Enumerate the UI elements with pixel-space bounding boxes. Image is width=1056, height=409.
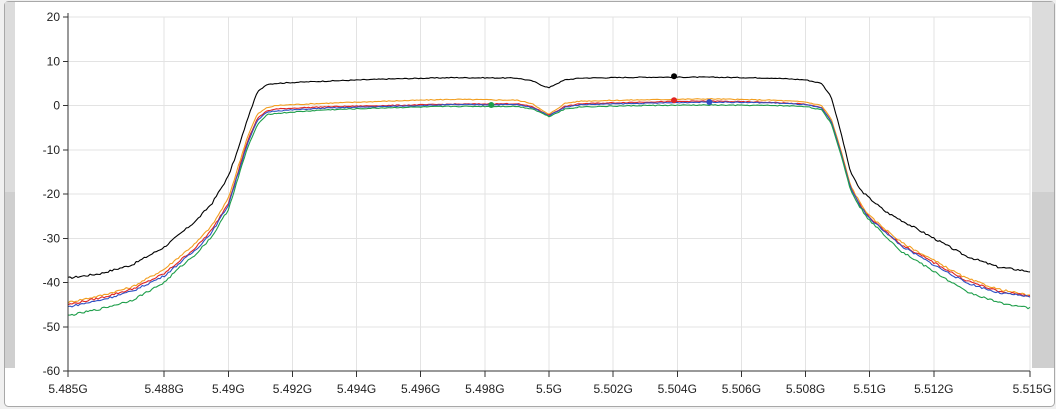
series-line: [67, 104, 1031, 316]
y-axis-ticks: 20 10 0 -10 -20 -30 -40 -50 -60: [43, 10, 68, 378]
x-tick-label: 5.492G: [273, 382, 312, 396]
x-tick-label: 5.485G: [48, 382, 87, 396]
y-tick-label: -40: [43, 276, 61, 290]
series-marker[interactable]: [706, 98, 713, 105]
x-tick-label: 5.494G: [337, 382, 376, 396]
x-tick-label: 5.506G: [722, 382, 761, 396]
y-tick-label: -50: [43, 320, 61, 334]
series-marker[interactable]: [671, 73, 678, 80]
x-tick-label: 5.504G: [658, 382, 697, 396]
y-tick-label: 20: [47, 10, 61, 24]
x-tick-label: 5.496G: [401, 382, 440, 396]
x-tick-label: 5.508G: [786, 382, 825, 396]
y-tick-label: -20: [43, 187, 61, 201]
right-scroll-strip[interactable]: [1032, 2, 1054, 192]
y-tick-label: -60: [43, 364, 61, 378]
series-group: [67, 76, 1031, 316]
left-scroll-strip[interactable]: [5, 2, 15, 192]
left-scroll-strip-lower[interactable]: [5, 192, 15, 368]
y-tick-label: 0: [53, 99, 60, 113]
x-tick-label: 5.502G: [593, 382, 632, 396]
y-tick-label: -30: [43, 231, 61, 245]
x-tick-label: 5.515G: [1013, 382, 1052, 396]
y-tick-label: 10: [47, 54, 61, 68]
x-tick-label: 5.5G: [536, 382, 562, 396]
series-line: [67, 76, 1031, 279]
series-marker[interactable]: [671, 97, 678, 104]
series-line: [67, 101, 1031, 308]
right-scroll-strip-lower[interactable]: [1032, 192, 1054, 368]
x-axis-ticks: 5.485G 5.488G 5.49G 5.492G 5.494G 5.496G 5.498…: [48, 371, 1052, 396]
x-tick-label: 5.49G: [212, 382, 245, 396]
series-line: [67, 98, 1031, 304]
x-tick-label: 5.512G: [914, 382, 953, 396]
series-marker[interactable]: [488, 102, 495, 109]
x-tick-label: 5.488G: [145, 382, 184, 396]
x-tick-label: 5.498G: [465, 382, 504, 396]
marker-group: [488, 73, 713, 109]
y-tick-label: -10: [43, 143, 61, 157]
x-tick-label: 5.51G: [853, 382, 886, 396]
